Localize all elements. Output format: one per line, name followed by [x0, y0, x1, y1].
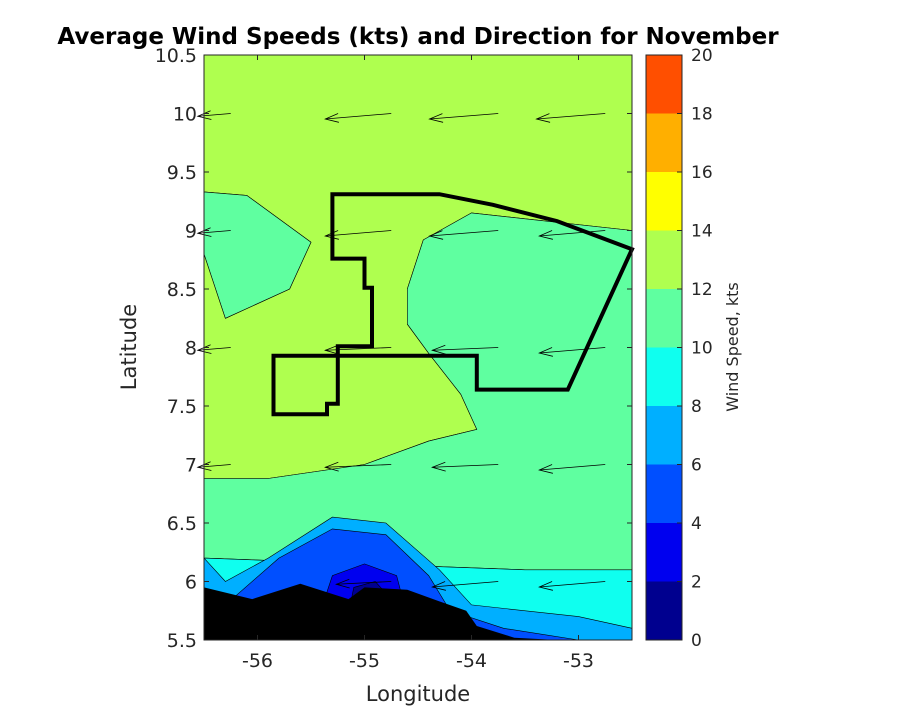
wind-vector — [538, 230, 606, 240]
colorbar-tick-label: 20 — [691, 46, 713, 66]
colorbar-swatch — [646, 172, 682, 231]
wind-vector — [535, 113, 606, 123]
y-tick-label: 10.5 — [155, 45, 197, 67]
colorbar-swatch — [646, 55, 682, 114]
wind-vector — [324, 113, 392, 123]
wind-vector — [428, 230, 499, 240]
wind-vector — [428, 113, 499, 123]
colorbar-swatch — [646, 113, 682, 172]
colorbar-tick-label: 18 — [691, 105, 713, 125]
y-tick-label: 10 — [173, 104, 197, 126]
wind-vector — [431, 581, 499, 591]
wind-vector — [335, 578, 392, 589]
y-tick-label: 9 — [185, 221, 197, 243]
land-mask — [204, 583, 558, 640]
colorbar-tick-label: 0 — [691, 631, 702, 651]
plot-area — [196, 54, 635, 641]
wind-vector — [538, 581, 606, 591]
colorbar-swatch — [646, 230, 682, 289]
wind-vector — [431, 344, 499, 355]
y-tick-label: 8.5 — [167, 279, 197, 301]
colorbar-label: Wind Speed, kts — [723, 282, 742, 412]
colorbar-swatch — [646, 406, 682, 465]
y-axis-label: Latitude — [117, 304, 141, 390]
wind-vector — [538, 347, 606, 357]
colorbar-tick-label: 2 — [691, 573, 702, 593]
colorbar-ticks: 0 2 4 6 8 10 12 14 16 18 20 — [677, 46, 713, 651]
colorbar-swatch — [646, 581, 682, 640]
x-axis-ticks: -56 -55 -54 -53 — [242, 55, 594, 672]
y-tick-label: 7.5 — [167, 396, 197, 418]
colorbar-tick-label: 12 — [691, 280, 713, 300]
x-tick-label: -54 — [456, 650, 487, 672]
colorbar-tick-label: 16 — [691, 163, 713, 183]
colorbar-tick-label: 4 — [691, 514, 702, 534]
x-tick-label: -56 — [242, 650, 273, 672]
colorbar-tick-label: 10 — [691, 339, 713, 359]
colorbar-tick-label: 6 — [691, 456, 702, 476]
colorbar-tick-label: 8 — [691, 397, 702, 417]
wind-vector — [196, 344, 231, 354]
boundary-polygon — [271, 192, 635, 417]
wind-vector — [196, 227, 231, 237]
colorbar-swatch — [646, 347, 682, 406]
y-tick-label: 8 — [185, 338, 197, 360]
y-tick-label: 6.5 — [167, 513, 197, 535]
chart-title: Average Wind Speeds (kts) and Direction … — [57, 24, 779, 50]
wind-vector — [538, 464, 606, 474]
wind-vectors — [196, 110, 606, 591]
wind-vector — [324, 461, 392, 472]
wind-vector — [196, 461, 231, 471]
land-mask-shape — [204, 583, 558, 640]
y-tick-label: 7 — [185, 455, 197, 477]
y-tick-label: 9.5 — [167, 162, 197, 184]
wind-vector — [196, 110, 231, 120]
wind-vector — [431, 461, 499, 472]
contour-regions — [203, 54, 633, 641]
y-axis-ticks: 5.5 6 6.5 7 7.5 8 8.5 9 9.5 10 10.5 — [155, 45, 632, 652]
colorbar-swatch — [646, 523, 682, 582]
colorbar-tick-label: 14 — [691, 222, 713, 242]
colorbar-swatch — [646, 464, 682, 523]
x-axis-label: Longitude — [366, 682, 470, 706]
colorbar — [645, 54, 683, 641]
boundary-outline — [271, 192, 635, 417]
colorbar-swatch — [646, 289, 682, 348]
y-tick-label: 6 — [185, 572, 197, 594]
y-tick-label: 5.5 — [167, 630, 197, 652]
x-tick-label: -53 — [563, 650, 594, 672]
x-tick-label: -55 — [349, 650, 380, 672]
